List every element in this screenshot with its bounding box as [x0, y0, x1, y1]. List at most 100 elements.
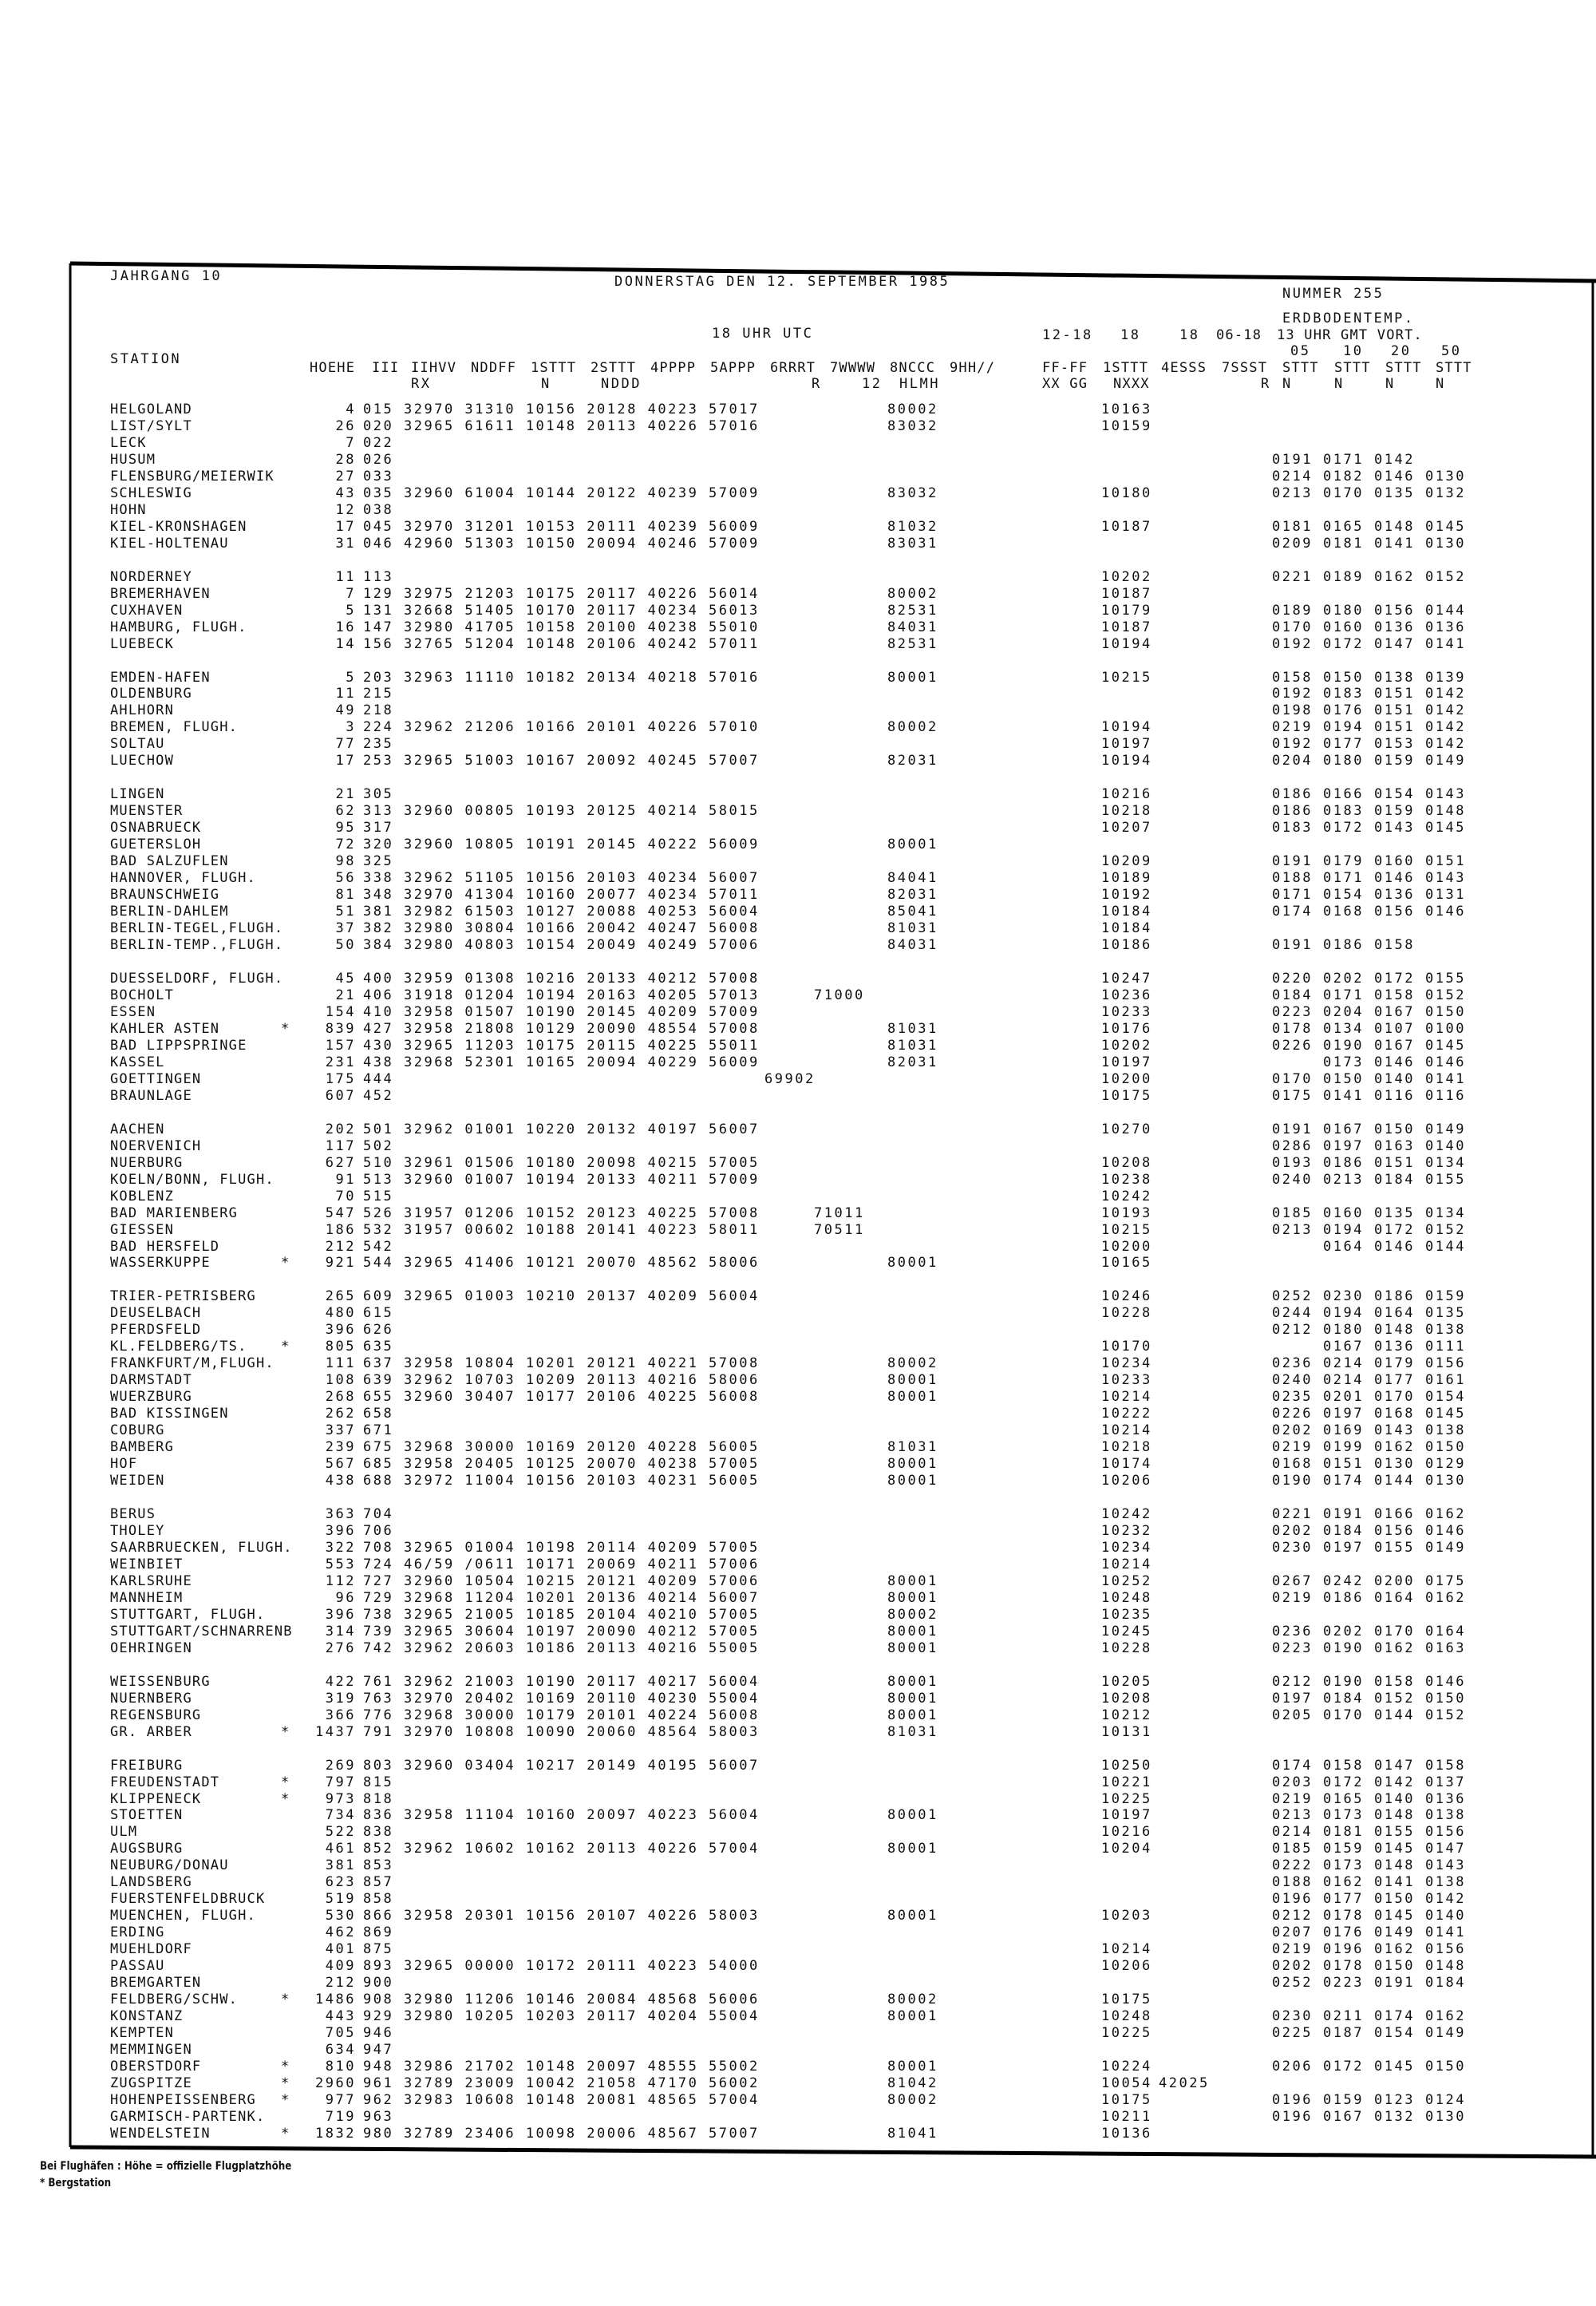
station-name: AUGSBURG: [110, 1841, 184, 1857]
station-height: 396: [325, 1522, 356, 1539]
soil-temp-50: 0154: [1425, 1389, 1466, 1406]
temp-12-18-group: 10197: [1101, 1807, 1152, 1824]
synop-groups: 32970 20402 10169 20110 40230 55004: [404, 1690, 760, 1707]
soil-temp-50: 0163: [1425, 1640, 1466, 1656]
mountain-station-marker: *: [281, 2125, 291, 2142]
station-number: 658: [363, 1406, 394, 1422]
station-name: HUSUM: [110, 451, 156, 468]
issue-number: NUMMER 255: [1282, 286, 1385, 302]
soil-temp-50: 0130: [1425, 2108, 1466, 2125]
synop-groups: 32958 20301 10156 20107 40226 58003: [404, 1908, 760, 1924]
temp-12-18-group: 10163: [1101, 401, 1152, 417]
soil-temp-20: 0162: [1374, 568, 1415, 585]
soil-temp-05: 0183: [1272, 820, 1313, 837]
station-row: KASSEL 231 438 32968 52301 10165 20094 4022…: [0, 1054, 1596, 1070]
station-row: HAMBURG, FLUGH. 16 147 32980 41705 10158 20…: [0, 619, 1596, 635]
temp-12-18-group: 10193: [1101, 1204, 1152, 1221]
temp-12-18-group: 10200: [1101, 1238, 1152, 1255]
soil-temp-50: 0131: [1425, 887, 1466, 904]
station-row: BERLIN-TEMP.,FLUGH. 50 384 32980 40803 1015…: [0, 937, 1596, 953]
station-row: GR. ARBER * 1437 791 32970 10808 10090 20060…: [0, 1724, 1596, 1740]
soil-temp-05: 0186: [1272, 786, 1313, 803]
temp-12-18-group: 10206: [1101, 1473, 1152, 1489]
soil-temp-50: 0135: [1425, 1305, 1466, 1322]
soil-temp-50: 0162: [1425, 1506, 1466, 1523]
station-row: TRIER-PETRISBERG 265 609 32965 01003 10210 …: [0, 1288, 1596, 1304]
station-row: AACHEN 202 501 32962 01001 10220 20132 4019…: [0, 1121, 1596, 1137]
temp-12-18-group: 10208: [1101, 1690, 1152, 1707]
station-name: FREIBURG: [110, 1757, 184, 1774]
cloud-group: 80002: [887, 719, 938, 736]
station-row: FREUDENSTADT * 797 815 10221 0203 0172 0142 0137: [0, 1774, 1596, 1790]
soil-temp-10: 0182: [1323, 468, 1364, 485]
synop-groups: 32970 31201 10153 20111 40239 56009: [404, 518, 760, 535]
temp-12-18-group: 10174: [1101, 1456, 1152, 1473]
station-height: 108: [325, 1372, 356, 1389]
station-height: 409: [325, 1958, 356, 1975]
soil-temp-20: 0136: [1374, 887, 1415, 904]
soil-temp-05: 0212: [1272, 1908, 1313, 1924]
station-number: 129: [363, 585, 394, 602]
synop-groups: 32789 23009 10042 21058 47170 56002: [404, 2075, 760, 2091]
soil-temp-10: 0177: [1323, 1891, 1364, 1908]
right-column-header: 1STTT: [1103, 360, 1149, 376]
temp-12-18-group: 10194: [1101, 753, 1152, 769]
temp-12-18-group: 10225: [1101, 2025, 1152, 2042]
soil-temp-05: 0219: [1272, 1790, 1313, 1807]
synop-groups: 32965 41406 10121 20070 48562 58006: [404, 1255, 760, 1272]
soil-temp-05: 0174: [1272, 1757, 1313, 1774]
station-name: BAD LIPPSPRINGE: [110, 1037, 247, 1054]
soil-temp-20: 0167: [1374, 1037, 1415, 1054]
station-name: STUTTGART/SCHNARRENB: [110, 1623, 293, 1640]
station-number: 131: [363, 602, 394, 619]
mountain-station-marker: *: [281, 1790, 291, 1807]
station-height: 1486: [315, 1992, 356, 2008]
station-height: 186: [325, 1221, 356, 1238]
synop-groups: 31918 01204 10194 20163 40205 57013: [404, 987, 760, 1003]
station-height: 810: [325, 2059, 356, 2075]
soil-temp-50: 0156: [1425, 1824, 1466, 1841]
station-name: HOHN: [110, 501, 147, 518]
soil-temp-50: 0151: [1425, 853, 1466, 870]
station-row: LECK 7 022: [0, 435, 1596, 451]
station-name: GIESSEN: [110, 1221, 175, 1238]
station-row: ULM 522 838 10216 0214 0181 0155 0156: [0, 1824, 1596, 1840]
synop-groups: 32962 10703 10209 20113 40216 58006: [404, 1372, 760, 1389]
station-number: 218: [363, 702, 394, 719]
cloud-group: 83031: [887, 535, 938, 552]
station-row: EMDEN-HAFEN 5 203 32963 11110 10182 20134 4…: [0, 670, 1596, 686]
station-height: 1832: [315, 2125, 356, 2142]
temp-12-18-group: 10242: [1101, 1188, 1152, 1204]
station-height: 3: [346, 719, 356, 736]
station-name: FREUDENSTADT: [110, 1774, 220, 1790]
soil-temp-05: 0214: [1272, 468, 1313, 485]
soil-temp-10: 0166: [1323, 786, 1364, 803]
soil-temp-20: 0142: [1374, 451, 1415, 468]
soil-temp-20: 0149: [1374, 1924, 1415, 1941]
soil-temp-05: 0192: [1272, 686, 1313, 702]
soil-temp-05: 0221: [1272, 1506, 1313, 1523]
temp-12-18-group: 10184: [1101, 904, 1152, 920]
station-row: GIESSEN 186 532 31957 00602 10188 20141 402…: [0, 1222, 1596, 1238]
temp-12-18-group: 10228: [1101, 1305, 1152, 1322]
station-name: BRAUNSCHWEIG: [110, 887, 220, 904]
cloud-group: 80002: [887, 585, 938, 602]
right-column-subheader: N: [1282, 376, 1292, 392]
station-height: 51: [335, 904, 356, 920]
station-height: 839: [325, 1020, 356, 1037]
station-name: KEMPTEN: [110, 2025, 175, 2042]
synop-groups: 32668 51405 10170 20117 40234 56013: [404, 602, 760, 619]
weather-group: 71011: [814, 1204, 865, 1221]
station-row: WUERZBURG 268 655 32960 30407 10177 20106 4…: [0, 1389, 1596, 1405]
station-number: 430: [363, 1037, 394, 1054]
soil-temp-05: 0221: [1272, 568, 1313, 585]
cloud-group: 80002: [887, 1606, 938, 1623]
date-title: DONNERSTAG DEN 12. SEPTEMBER 1985: [614, 274, 950, 290]
station-number: 400: [363, 970, 394, 987]
soil-temp-20: 0170: [1374, 1623, 1415, 1640]
station-name: FUERSTENFELDBRUCK: [110, 1891, 266, 1908]
station-height: 14: [335, 635, 356, 652]
soil-temp-05: 0185: [1272, 1841, 1313, 1857]
station-height: 319: [325, 1690, 356, 1707]
soil-temp-20: 0140: [1374, 1070, 1415, 1087]
